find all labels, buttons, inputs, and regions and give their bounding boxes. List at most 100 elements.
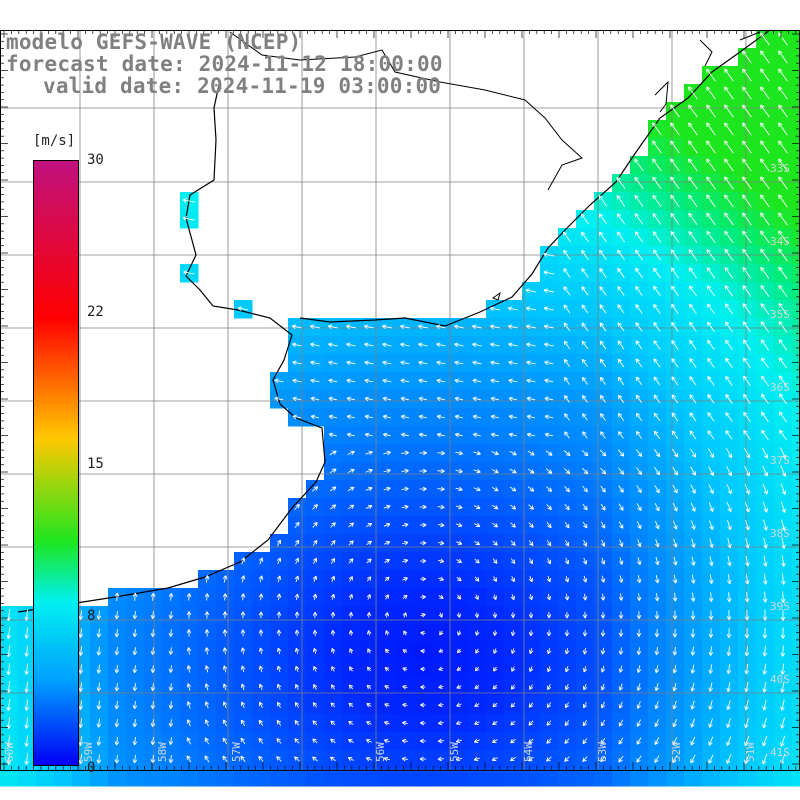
speed-cell <box>738 768 757 787</box>
wind-arrow <box>635 449 643 457</box>
wind-arrow <box>598 195 608 207</box>
longitude-label: 56W <box>374 742 387 762</box>
speed-cell <box>234 768 253 787</box>
wind-arrow <box>508 378 518 384</box>
wind-arrow <box>652 158 662 172</box>
wind-arrow <box>742 68 752 82</box>
wind-arrow <box>688 249 698 261</box>
wind-arrow <box>473 450 481 456</box>
wind-arrow <box>779 411 787 423</box>
speed-cell <box>792 552 800 571</box>
wind-arrow <box>526 342 536 347</box>
wind-arrow <box>779 429 787 441</box>
wind-arrow <box>724 122 734 136</box>
wind-arrow <box>543 306 555 311</box>
wind-arrow <box>582 485 588 493</box>
wind-arrow <box>382 396 392 402</box>
colorbar-tick: 15 <box>87 456 104 472</box>
wind-arrow <box>725 430 733 440</box>
wind-arrow <box>365 522 373 528</box>
wind-arrow <box>365 486 373 492</box>
wind-arrow <box>382 432 391 438</box>
wind-arrow <box>527 468 535 474</box>
wind-arrow <box>670 267 679 279</box>
wind-arrow <box>600 395 606 403</box>
wind-arrow <box>472 342 482 348</box>
wind-arrow <box>689 394 697 404</box>
speed-cell <box>342 768 361 787</box>
wind-arrow <box>672 502 678 512</box>
wind-arrow <box>543 324 554 329</box>
wind-arrow <box>454 378 464 384</box>
wind-arrow <box>328 342 338 348</box>
colorbar-tick-max: 30 <box>87 152 104 168</box>
wind-arrow <box>761 393 769 405</box>
wind-arrow <box>310 360 320 366</box>
wind-arrow <box>689 358 697 368</box>
wind-arrow <box>526 378 536 384</box>
wind-arrow <box>742 248 752 262</box>
wind-arrow <box>706 249 716 261</box>
wind-arrow <box>707 357 715 368</box>
wind-arrow <box>382 324 392 329</box>
wind-arrow <box>528 504 534 510</box>
wind-arrow <box>760 104 770 118</box>
wind-arrow <box>726 484 732 495</box>
wind-arrow <box>543 288 555 293</box>
wind-arrow <box>654 484 660 494</box>
wind-arrow <box>508 414 518 420</box>
speed-cell <box>306 768 325 787</box>
wind-arrow <box>400 360 410 366</box>
speed-cell <box>756 768 775 787</box>
speed-cell <box>360 768 379 787</box>
longitude-label: 55W <box>448 742 461 762</box>
wind-arrow <box>760 176 770 190</box>
wind-arrow <box>617 322 625 332</box>
wind-arrow <box>292 414 302 420</box>
wind-arrow <box>581 268 589 278</box>
wind-arrow <box>401 504 409 510</box>
wind-arrow <box>652 249 662 261</box>
wind-arrow <box>706 86 716 100</box>
wind-arrow <box>670 212 680 225</box>
wind-arrow <box>419 450 427 456</box>
wind-arrow <box>581 322 589 332</box>
speed-cell <box>378 768 397 787</box>
wind-arrow <box>543 252 555 257</box>
wind-arrow <box>582 467 589 475</box>
wind-arrow <box>671 412 679 422</box>
latitude-label: 34S <box>770 235 790 248</box>
wind-arrow <box>671 321 679 332</box>
wind-arrow <box>600 467 606 475</box>
wind-arrow <box>454 432 463 438</box>
longitude-label: 58W <box>156 742 169 762</box>
wind-arrow <box>616 213 626 225</box>
wind-arrow <box>725 412 733 422</box>
wind-arrow <box>418 324 428 329</box>
wind-arrow <box>546 504 552 511</box>
wind-arrow <box>617 340 625 350</box>
wind-arrow <box>508 342 518 348</box>
wind-arrow <box>724 321 733 333</box>
wind-arrow <box>364 378 374 384</box>
wind-arrow <box>292 396 302 402</box>
wind-arrow <box>778 357 788 369</box>
wind-arrow <box>382 342 392 348</box>
wind-arrow <box>544 378 554 384</box>
wind-arrow <box>725 375 733 386</box>
wind-arrow <box>491 504 499 510</box>
wind-arrow <box>689 412 697 422</box>
wind-arrow <box>563 304 571 314</box>
wind-arrow <box>329 450 337 456</box>
wind-arrow <box>724 248 734 261</box>
wind-arrow <box>653 303 661 314</box>
wind-arrow <box>599 286 607 296</box>
wind-arrow <box>670 231 680 243</box>
longitude-label: 52W <box>670 742 683 762</box>
wind-arrow <box>508 432 517 438</box>
wind-arrow <box>382 414 391 420</box>
wind-arrow <box>292 342 302 347</box>
wind-arrow <box>490 378 500 384</box>
wind-arrow <box>653 394 661 404</box>
wind-arrow <box>348 522 354 528</box>
